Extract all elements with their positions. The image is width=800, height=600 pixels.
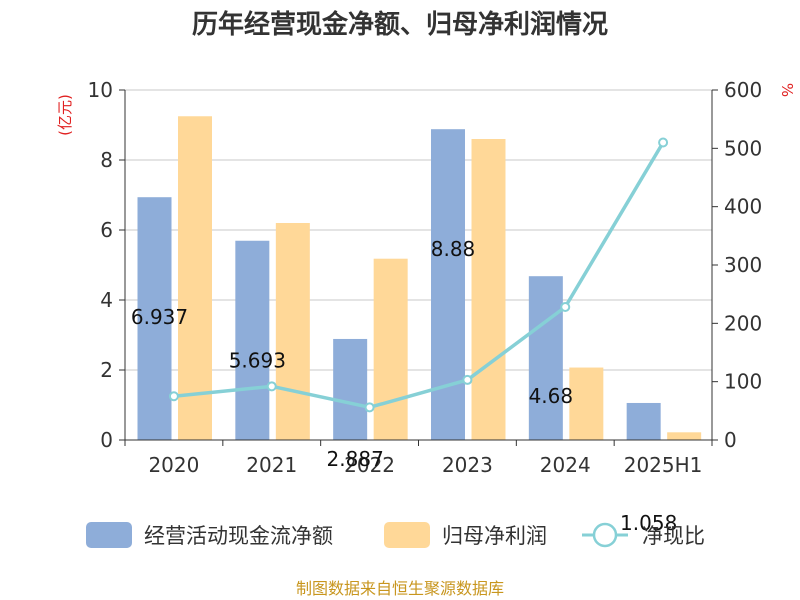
legend-cash-flow-label: 经营活动现金流净额 (144, 524, 333, 548)
bar-cash-flow (235, 240, 270, 440)
legend-cash-flow-swatch (86, 522, 132, 548)
line-point (560, 302, 571, 312)
y-right-tick-label: 0 (724, 428, 737, 452)
x-tick-label: 2021 (246, 453, 297, 477)
y-right-tick-label: 600 (724, 78, 762, 102)
line-point (462, 374, 473, 385)
y-left-unit: (亿元) (56, 94, 74, 136)
data-label: 8.88 (431, 237, 476, 261)
x-tick-label: 2022 (344, 453, 395, 477)
data-label: 4.68 (529, 384, 574, 408)
data-label: 6.937 (131, 305, 188, 329)
bar-cash-flow (333, 338, 368, 440)
legend-net-cash-ratio[interactable]: 净现比 (582, 522, 705, 548)
bar-net-profit (373, 258, 408, 440)
bar-net-profit (471, 139, 506, 440)
line-layer (168, 137, 669, 413)
legend-net-cash-ratio-label: 净现比 (642, 524, 705, 548)
y-right-tick-label: 100 (724, 370, 762, 394)
bar-cash-flow (431, 129, 465, 440)
bar-net-profit (178, 116, 212, 440)
y-left-tick-label: 2 (100, 358, 113, 382)
line-point (658, 137, 669, 148)
line-point (364, 402, 375, 413)
y-right-tick-label: 400 (724, 195, 762, 219)
data-label: 2.887 (327, 447, 384, 471)
y-right-tick-label: 300 (724, 253, 762, 277)
x-tick-label: 2025H1 (624, 453, 703, 477)
y-left-tick-label: 4 (100, 288, 113, 312)
legend-net-cash-ratio-swatch-marker (592, 522, 618, 548)
legend-net-profit-label: 归母净利润 (442, 524, 547, 548)
y-right-tick-label: 500 (724, 136, 762, 160)
y-right-tick-label: 200 (724, 311, 762, 335)
legend-cash-flow[interactable]: 经营活动现金流净额 (86, 522, 333, 548)
x-tick-label: 2024 (540, 453, 591, 477)
chart-title: 历年经营现金净额、归母净利润情况 (192, 9, 608, 40)
y-right-unit: % (778, 83, 796, 97)
data-label: 1.058 (620, 511, 677, 535)
data-labels: 6.937 5.693 2.887 8.88 4.68 1.058 (131, 237, 677, 535)
line-point (168, 391, 179, 402)
x-tick-label: 2023 (442, 453, 493, 477)
bar-cash-flow (137, 197, 172, 440)
bar-net-profit (275, 223, 310, 440)
y-left-tick-label: 10 (88, 78, 113, 102)
legend[interactable]: 经营活动现金流净额 归母净利润 净现比 (86, 522, 705, 548)
legend-net-profit[interactable]: 归母净利润 (384, 522, 547, 548)
y-left-tick-label: 0 (100, 428, 113, 452)
bars (137, 116, 702, 440)
bar-cash-flow (528, 276, 563, 440)
bar-cash-flow (626, 402, 661, 440)
legend-net-profit-swatch (384, 522, 430, 548)
data-label: 5.693 (229, 349, 286, 373)
grid (125, 89, 712, 371)
line-point (266, 381, 277, 392)
y-left-tick-label: 6 (100, 218, 113, 242)
line-net-cash-ratio (173, 141, 665, 410)
bar-net-profit (667, 432, 702, 440)
source-note: 制图数据来自恒生聚源数据库 (296, 579, 504, 598)
y-left-tick-label: 8 (100, 148, 113, 172)
bar-net-profit (569, 367, 604, 440)
x-tick-label: 2020 (148, 453, 199, 477)
